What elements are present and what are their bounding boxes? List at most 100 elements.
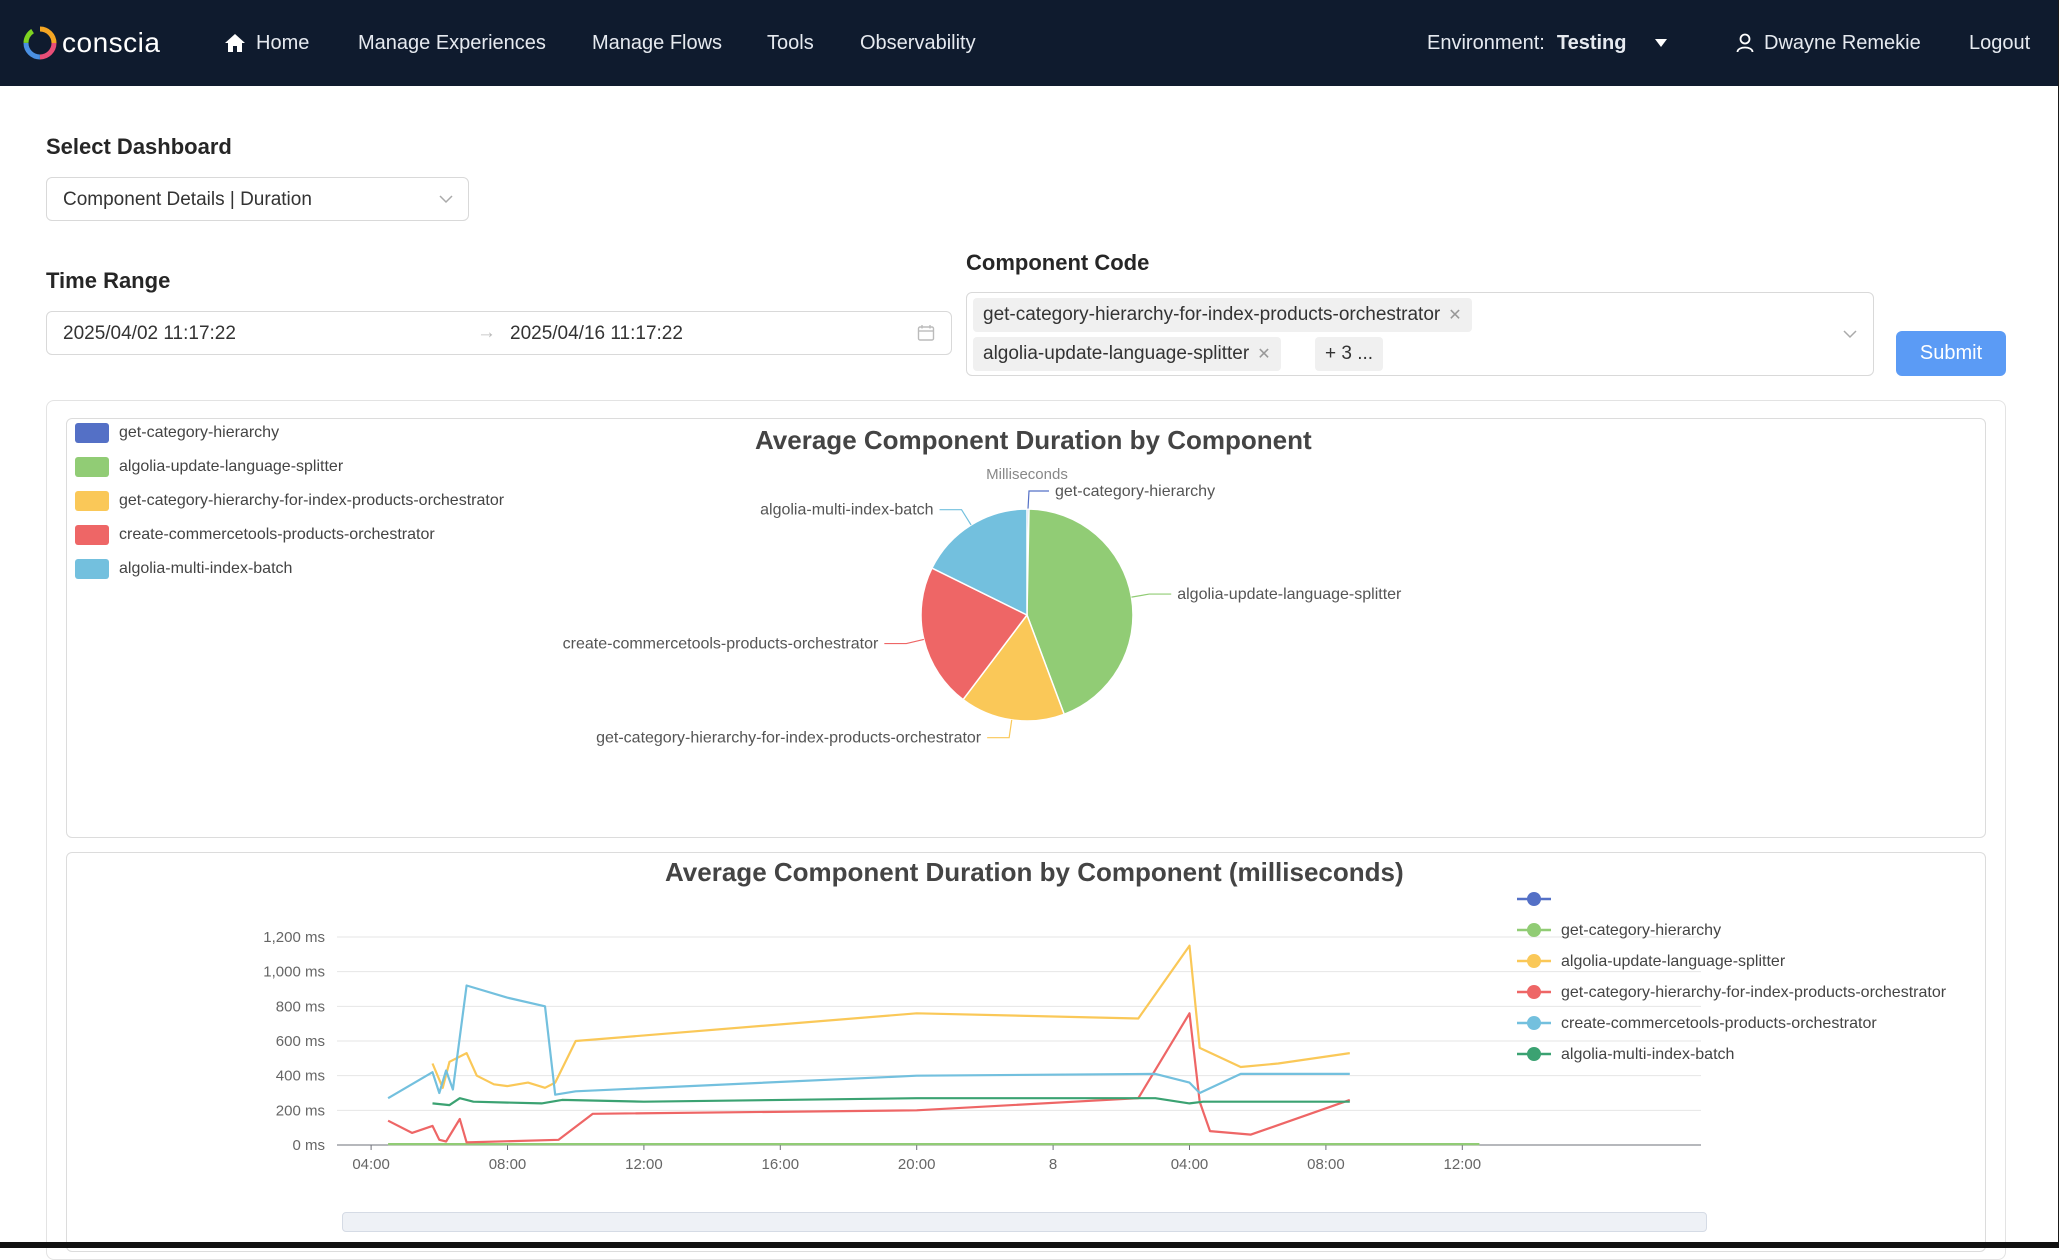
environment-value: Testing xyxy=(1556,31,1627,54)
pie-legend-label: get-category-hierarchy-for-index-product… xyxy=(119,492,505,509)
series-line[interactable] xyxy=(387,984,1350,1100)
environment-selector[interactable]: Environment: Testing xyxy=(1427,0,1678,86)
component-tag: algolia-update-language-splitter ✕ xyxy=(973,337,1281,371)
time-range-start[interactable]: 2025/04/02 11:17:22 xyxy=(63,323,236,344)
pie-legend-item[interactable]: get-category-hierarchy xyxy=(75,423,279,443)
close-icon[interactable]: ✕ xyxy=(1448,307,1462,324)
logout-label: Logout xyxy=(1969,31,2031,54)
component-code-label: Component Code xyxy=(966,250,1150,275)
pie-legend-item[interactable]: algolia-multi-index-batch xyxy=(75,559,292,579)
pie-legend-label: algolia-multi-index-batch xyxy=(119,560,293,577)
pie-slice-label: algolia-update-language-splitter xyxy=(1177,586,1402,603)
legend-dot-marker xyxy=(1527,954,1541,968)
y-tick-label: 200 ms xyxy=(276,1102,325,1119)
line-legend-item[interactable]: algolia-multi-index-batch xyxy=(1517,1046,1734,1063)
component-code-select[interactable]: get-category-hierarchy-for-index-product… xyxy=(966,292,1874,376)
line-legend-label: get-category-hierarchy xyxy=(1561,922,1721,939)
x-tick-label: 04:00 xyxy=(352,1156,390,1173)
pie-slice[interactable] xyxy=(962,613,1066,722)
pie-slice-label: get-category-hierarchy xyxy=(1055,483,1215,500)
line-legend-item[interactable]: algolia-update-language-splitter xyxy=(1517,953,1786,970)
pie-chart-title: Average Component Duration by Component xyxy=(755,425,1312,455)
pie-legend-label: create-commercetools-products-orchestrat… xyxy=(119,526,435,543)
chart-zoom-scrollbar[interactable] xyxy=(342,1212,1707,1232)
pie-legend-label: get-category-hierarchy xyxy=(119,424,280,441)
submit-button[interactable]: Submit xyxy=(1896,331,2006,376)
component-tag-label: get-category-hierarchy-for-index-product… xyxy=(983,304,1441,325)
series-line[interactable] xyxy=(432,1097,1350,1107)
pie-label-line xyxy=(939,509,972,526)
more-tags-label: + 3 ... xyxy=(1325,343,1374,364)
nav-home-label: Home xyxy=(256,31,310,54)
y-tick-label: 0 ms xyxy=(292,1137,325,1154)
line-legend-item[interactable] xyxy=(1517,892,1551,906)
y-tick-label: 400 ms xyxy=(276,1068,325,1085)
pie-label-line xyxy=(884,638,924,645)
calendar-icon xyxy=(917,325,935,341)
pie-legend-item[interactable]: algolia-update-language-splitter xyxy=(75,457,343,477)
x-tick-label: 20:00 xyxy=(898,1156,936,1173)
user-menu[interactable]: Dwayne Remekie xyxy=(1736,0,1921,86)
line-legend-item[interactable]: get-category-hierarchy xyxy=(1517,922,1721,939)
legend-swatch xyxy=(75,423,109,443)
dashboard-select[interactable]: Component Details | Duration xyxy=(46,177,469,221)
close-icon[interactable]: ✕ xyxy=(1257,346,1271,363)
nav-manage-flows-label: Manage Flows xyxy=(592,31,723,54)
series-line[interactable] xyxy=(431,944,1350,1089)
line-legend-item[interactable]: get-category-hierarchy-for-index-product… xyxy=(1517,984,1947,1001)
pie-legend-item[interactable]: get-category-hierarchy-for-index-product… xyxy=(75,491,504,511)
home-icon xyxy=(225,34,245,52)
nav-manage-experiences[interactable]: Manage Experiences xyxy=(358,0,546,86)
caret-down-icon xyxy=(1655,39,1668,47)
pie-label-line xyxy=(1027,490,1049,510)
time-range-end[interactable]: 2025/04/16 11:17:22 xyxy=(510,323,683,344)
logo-text: conscia xyxy=(62,27,161,58)
component-tag-label: algolia-update-language-splitter xyxy=(983,343,1250,364)
series-line[interactable] xyxy=(387,1012,1351,1144)
y-tick-label: 800 ms xyxy=(276,998,325,1015)
legend-dot-marker xyxy=(1527,1047,1541,1061)
legend-dot-marker xyxy=(1527,985,1541,999)
line-chart-card: Average Component Duration by Component … xyxy=(66,852,1986,1252)
line-chart: 0 ms 200 ms 400 ms 600 ms 800 ms 1,000 ms 1,20… xyxy=(263,892,1947,1173)
pie-slice[interactable] xyxy=(920,567,1029,701)
y-tick-label: 1,200 ms xyxy=(263,929,325,946)
legend-swatch xyxy=(75,457,109,477)
nav-observability-label: Observability xyxy=(860,31,976,54)
legend-swatch xyxy=(75,559,109,579)
y-tick-label: 600 ms xyxy=(276,1033,325,1050)
top-navigation-bar: conscia Home Manage Experiences Manage F… xyxy=(0,0,2059,86)
legend-dot-marker xyxy=(1527,923,1541,937)
logout-link[interactable]: Logout xyxy=(1969,0,2030,86)
nav-observability[interactable]: Observability xyxy=(860,0,976,86)
chevron-down-icon xyxy=(439,195,453,204)
x-tick-label: 08:00 xyxy=(489,1156,527,1173)
nav-manage-flows[interactable]: Manage Flows xyxy=(592,0,722,86)
nav-manage-experiences-label: Manage Experiences xyxy=(358,31,546,54)
y-tick-label: 1,000 ms xyxy=(263,964,325,981)
pie-slice[interactable] xyxy=(930,508,1028,617)
time-range-picker[interactable]: 2025/04/02 11:17:22 → 2025/04/16 11:17:2… xyxy=(46,311,952,355)
user-icon xyxy=(1736,33,1754,53)
nav-home[interactable]: Home xyxy=(224,0,309,86)
line-legend-label: get-category-hierarchy-for-index-product… xyxy=(1561,984,1947,1001)
pie-label-line xyxy=(1131,593,1172,598)
pie-label-line xyxy=(987,719,1013,739)
x-tick-label: 04:00 xyxy=(1171,1156,1209,1173)
pie-chart-subtitle: Milliseconds xyxy=(986,466,1068,483)
x-tick-label: 12:00 xyxy=(1444,1156,1482,1173)
line-legend-item[interactable]: create-commercetools-products-orchestrat… xyxy=(1517,1015,1877,1032)
conscia-logo-icon xyxy=(23,26,57,60)
nav-tools[interactable]: Tools xyxy=(767,0,814,86)
pie-slice-label: get-category-hierarchy-for-index-product… xyxy=(596,730,982,747)
pie-slice-label: create-commercetools-products-orchestrat… xyxy=(563,636,879,653)
x-tick-label: 12:00 xyxy=(625,1156,663,1173)
pie-legend-item[interactable]: create-commercetools-products-orchestrat… xyxy=(75,525,435,545)
pie-slice-label: algolia-multi-index-batch xyxy=(760,502,933,519)
legend-dot-marker xyxy=(1527,1016,1541,1030)
more-tags-badge[interactable]: + 3 ... xyxy=(1315,337,1384,371)
time-range-label: Time Range xyxy=(46,268,171,293)
conscia-logo[interactable]: conscia xyxy=(22,22,160,64)
pie-slice[interactable] xyxy=(1026,508,1134,716)
